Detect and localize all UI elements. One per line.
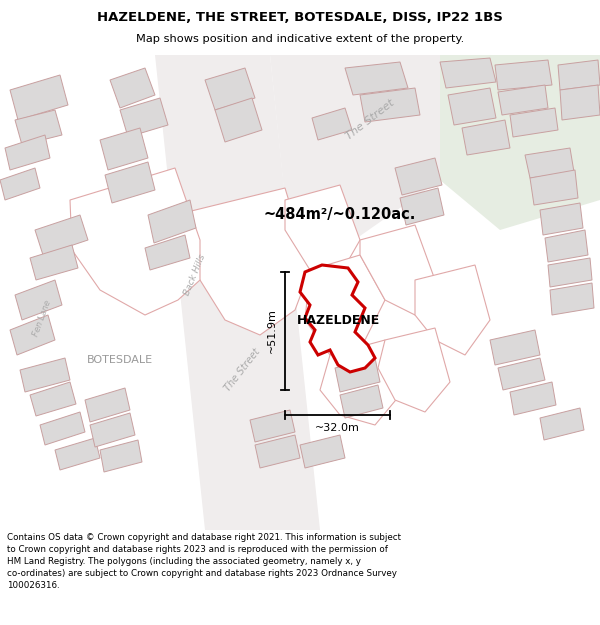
Polygon shape [495, 60, 552, 90]
Polygon shape [415, 265, 490, 355]
Text: ~484m²/~0.120ac.: ~484m²/~0.120ac. [264, 208, 416, 222]
Polygon shape [530, 170, 578, 205]
Polygon shape [335, 358, 380, 392]
Polygon shape [545, 230, 588, 262]
Polygon shape [35, 215, 88, 255]
Polygon shape [448, 88, 496, 125]
Polygon shape [250, 410, 295, 442]
Polygon shape [148, 200, 196, 243]
Polygon shape [215, 98, 262, 142]
Polygon shape [85, 388, 130, 422]
Polygon shape [378, 328, 450, 412]
Polygon shape [312, 108, 352, 140]
Text: The Street: The Street [344, 98, 396, 142]
Text: BOTESDALE: BOTESDALE [87, 355, 153, 365]
Polygon shape [345, 62, 408, 95]
Polygon shape [10, 315, 55, 355]
Polygon shape [525, 148, 574, 178]
Polygon shape [300, 435, 345, 468]
Polygon shape [360, 225, 435, 315]
Polygon shape [540, 203, 583, 235]
Polygon shape [440, 55, 600, 230]
Polygon shape [360, 88, 420, 122]
Polygon shape [510, 382, 556, 415]
Polygon shape [40, 412, 85, 445]
Polygon shape [558, 60, 600, 90]
Polygon shape [305, 255, 385, 355]
Polygon shape [155, 55, 320, 530]
Polygon shape [548, 258, 592, 287]
Text: Contains OS data © Crown copyright and database right 2021. This information is : Contains OS data © Crown copyright and d… [7, 533, 401, 591]
Text: ~51.9m: ~51.9m [267, 309, 277, 354]
Polygon shape [400, 188, 444, 225]
Polygon shape [540, 408, 584, 440]
Polygon shape [0, 168, 40, 200]
Polygon shape [10, 75, 68, 120]
Polygon shape [560, 85, 600, 120]
Polygon shape [15, 110, 62, 145]
Polygon shape [145, 235, 190, 270]
Polygon shape [5, 135, 50, 170]
Text: The Street: The Street [222, 347, 262, 393]
Text: HAZELDENE, THE STREET, BOTESDALE, DISS, IP22 1BS: HAZELDENE, THE STREET, BOTESDALE, DISS, … [97, 11, 503, 24]
Polygon shape [175, 188, 310, 335]
Polygon shape [30, 382, 76, 416]
Polygon shape [270, 55, 440, 250]
Polygon shape [70, 168, 200, 315]
Text: Back Hills: Back Hills [182, 253, 208, 297]
Polygon shape [20, 358, 70, 392]
Polygon shape [340, 385, 383, 418]
Text: Fen Lane: Fen Lane [31, 299, 53, 338]
Polygon shape [462, 120, 510, 155]
Polygon shape [285, 185, 360, 275]
Polygon shape [510, 108, 558, 137]
Polygon shape [300, 265, 375, 372]
Polygon shape [15, 280, 62, 320]
Polygon shape [120, 98, 168, 137]
Polygon shape [498, 85, 548, 115]
Polygon shape [110, 68, 155, 108]
Text: ~32.0m: ~32.0m [315, 423, 360, 433]
Polygon shape [255, 435, 300, 468]
Polygon shape [550, 283, 594, 315]
Polygon shape [498, 358, 545, 390]
Polygon shape [320, 340, 400, 425]
Polygon shape [395, 158, 442, 195]
Text: HAZELDENE: HAZELDENE [296, 314, 380, 326]
Polygon shape [55, 438, 100, 470]
Polygon shape [30, 245, 78, 280]
Polygon shape [90, 413, 135, 447]
Polygon shape [100, 128, 148, 170]
Polygon shape [100, 440, 142, 472]
Text: Map shows position and indicative extent of the property.: Map shows position and indicative extent… [136, 34, 464, 44]
Polygon shape [440, 58, 496, 88]
Polygon shape [105, 162, 155, 203]
Polygon shape [490, 330, 540, 365]
Polygon shape [205, 68, 255, 110]
